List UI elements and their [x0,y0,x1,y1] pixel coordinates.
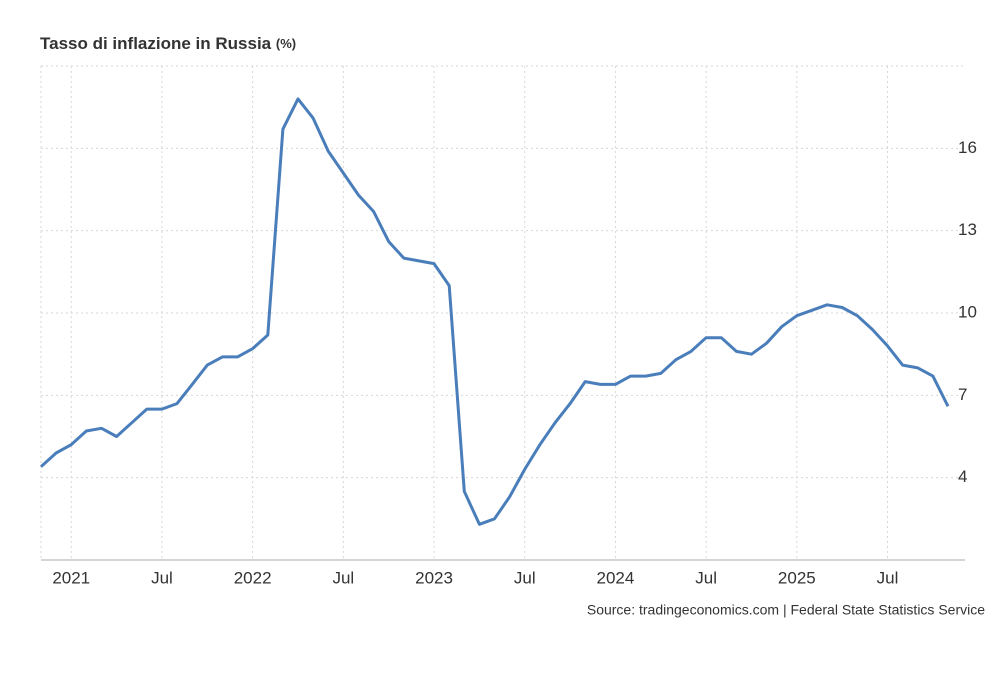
x-tick-label: Jul [151,568,173,587]
y-tick-label: 4 [958,467,967,486]
title-text: Tasso di inflazione in Russia [40,34,272,53]
y-tick-label: 16 [958,138,977,157]
x-tick-label: Jul [877,568,899,587]
x-tick-label: 2023 [415,568,453,587]
x-tick-label: 2022 [234,568,272,587]
y-tick-label: 7 [958,385,967,404]
line-series [39,97,950,526]
x-tick-label: 2025 [778,568,816,587]
y-tick-label: 10 [958,302,977,321]
x-tick-label: 2024 [597,568,635,587]
x-tick-label: 2021 [52,568,90,587]
y-tick-label: 13 [958,220,977,239]
source: Source: tradingeconomics.com | Federal S… [587,602,985,618]
x-tick-label: Jul [695,568,717,587]
x-tick-label: Jul [332,568,354,587]
unit: (%) [276,36,296,51]
x-tick-label: Jul [514,568,536,587]
chart-title: Tasso di inflazione in Russia (%) [40,34,296,53]
